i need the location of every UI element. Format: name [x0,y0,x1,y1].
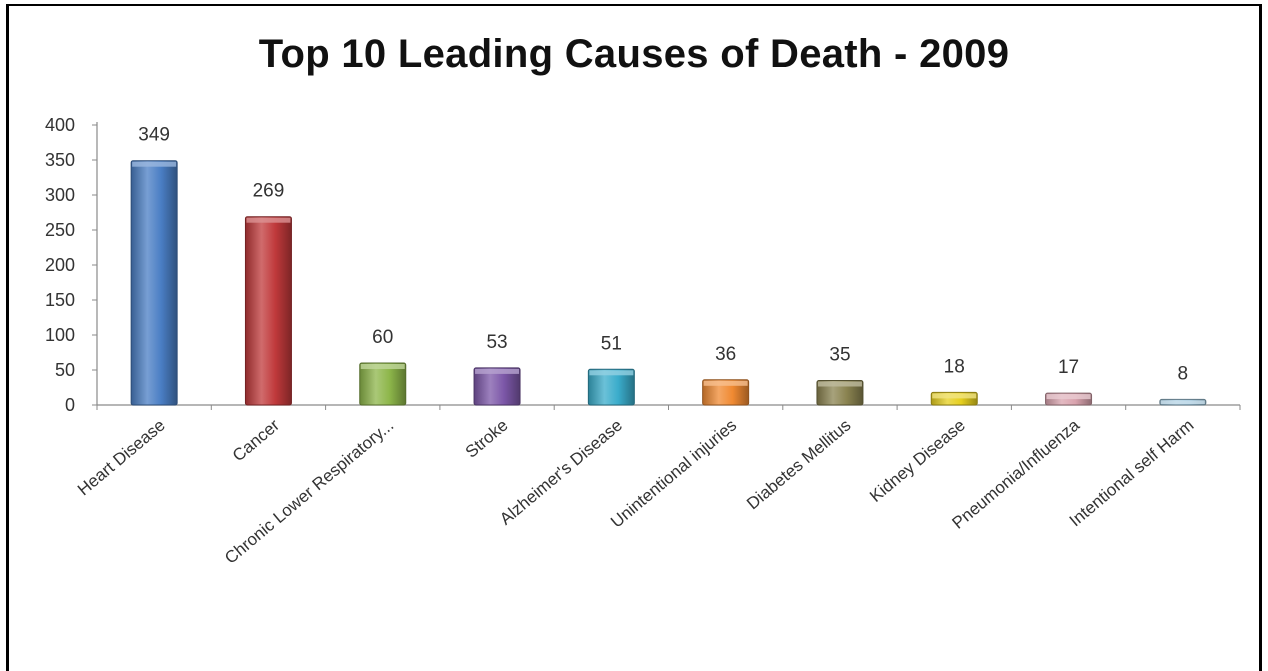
y-tick-label: 0 [65,395,75,415]
bar-layer [130,160,1207,406]
bar-cap [360,364,405,369]
bar-cap [703,380,748,386]
x-category-label: Intentional self Harm [1066,416,1198,531]
bar-unintentional-injuries [702,379,750,406]
bar-diabetes-mellitus [816,380,864,406]
bar-stroke [473,367,521,406]
bar-cap [817,381,862,387]
x-category-label: Heart Disease [74,416,169,500]
data-label: 36 [715,344,736,365]
bar-cancer [244,216,292,406]
data-label: 53 [486,332,507,353]
data-label: 17 [1058,357,1079,378]
chart-frame [6,4,1262,671]
x-category-label: Stroke [462,416,512,462]
bar-cap [932,393,977,399]
data-label: 51 [601,333,622,354]
x-category-label: Cancer [229,415,283,465]
bar-cap [1160,400,1205,404]
bar-cap [589,370,634,376]
x-category-label: Unintentional injuries [607,416,740,532]
data-label: 8 [1178,363,1189,384]
data-label: 349 [138,125,170,146]
data-label: 35 [829,345,850,366]
x-category-label: Kidney Disease [866,416,969,506]
x-category-label: Diabetes Mellitus [743,416,854,514]
y-tick-label: 400 [45,115,75,135]
data-label: 18 [944,356,965,377]
bar-cap [246,217,291,223]
y-tick-label: 250 [45,220,75,240]
axis-layer: 0 50 100 150 200 250 300 350 400 [45,115,1241,415]
bar-chronic-lower-respiratory [359,362,407,406]
bar-alzheimer-s-disease [587,368,635,406]
y-tick-label: 200 [45,255,75,275]
bar-heart-disease [130,160,178,406]
y-tick-label: 50 [55,360,75,380]
x-category-label: Alzheimer's Disease [496,416,626,529]
y-tick-label: 350 [45,150,75,170]
data-label: 60 [372,327,393,348]
y-tick-label: 150 [45,290,75,310]
bar-cap [475,368,520,374]
y-tick-label: 300 [45,185,75,205]
y-tick-label: 100 [45,325,75,345]
bar-cap [1046,394,1091,400]
bar-cap [132,161,177,167]
data-label: 269 [253,181,285,202]
chart-title: Top 10 Leading Causes of Death - 2009 [258,32,1010,76]
x-category-label: Pneumonia/Influenza [949,415,1084,533]
